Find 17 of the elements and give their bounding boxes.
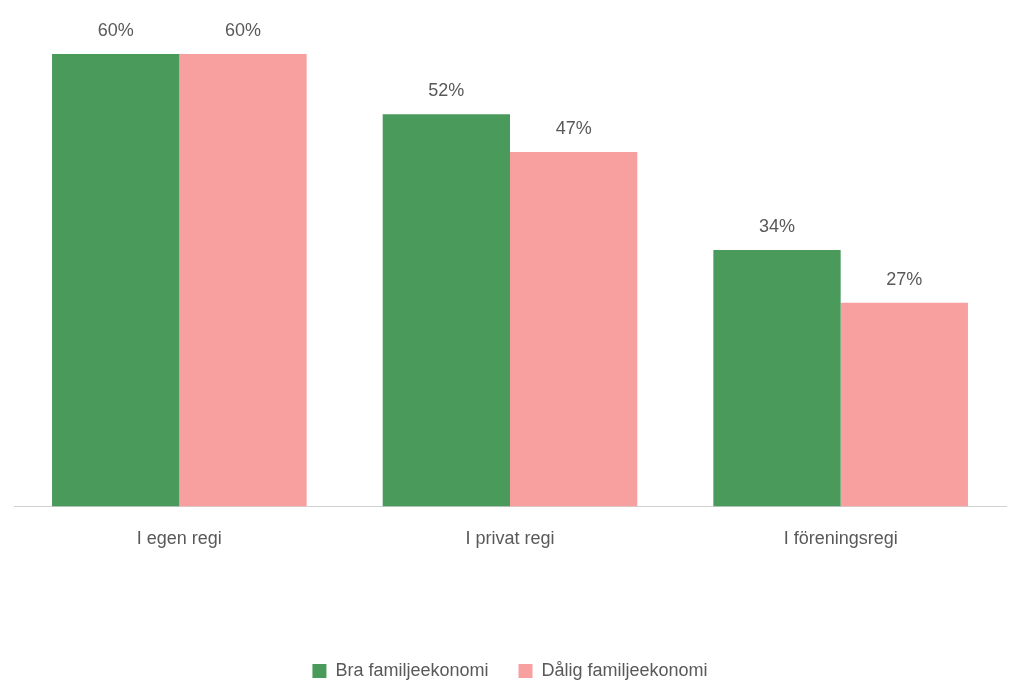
data-label: 52% xyxy=(428,80,465,101)
data-label: 60% xyxy=(224,19,261,40)
data-label: 27% xyxy=(886,268,923,289)
bar xyxy=(382,114,510,507)
data-label: 47% xyxy=(555,117,592,138)
legend-label: Bra familjeekonomi xyxy=(335,659,489,680)
data-label: 60% xyxy=(97,19,134,40)
legend-label: Dålig familjeekonomi xyxy=(541,659,708,680)
bar xyxy=(179,54,307,507)
bar xyxy=(52,54,180,507)
x-tick-label: I föreningsregi xyxy=(783,528,898,549)
bar xyxy=(713,250,841,507)
x-tick-label: I privat regi xyxy=(465,528,555,549)
x-tick-label: I egen regi xyxy=(136,528,222,549)
data-label: 34% xyxy=(759,216,796,237)
bar xyxy=(510,152,638,507)
bar xyxy=(840,302,968,507)
